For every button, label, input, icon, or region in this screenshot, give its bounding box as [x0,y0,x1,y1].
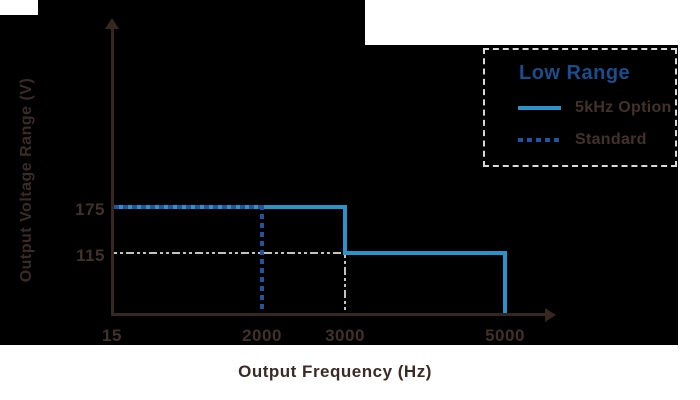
series-standard-segment-175v [114,205,262,209]
y-axis-title: Output Voltage Range (V) [18,77,35,283]
x-tick-label-3000: 3000 [325,326,365,345]
legend-swatch-dashed-icon [518,138,561,142]
guide-line-115v [114,252,343,254]
x-axis-arrow-icon [545,308,556,322]
x-axis-title: Output Frequency (Hz) [238,362,432,381]
x-tick-label-5000: 5000 [485,326,525,345]
y-axis-arrow-icon [105,18,119,29]
series-5khz-step-3000hz [343,205,347,255]
white-margin-top-right [365,0,678,45]
series-5khz-drop-5000hz [503,251,507,314]
legend-entry-standard-label: Standard [575,131,647,148]
legend-title: Low Range [519,62,631,84]
legend-swatch-solid-icon [518,106,561,110]
guide-line-3000hz [344,255,346,314]
white-margin-top-left [0,0,38,15]
x-tick-label-15: 15 [102,326,122,345]
legend-entry-5khz-label: 5kHz Option [575,99,672,116]
x-tick-label-2000: 2000 [242,326,282,345]
y-axis [111,28,114,316]
series-standard-drop-2000hz [260,205,264,314]
series-5khz-segment-115v [345,251,507,255]
y-tick-label-175: 175 [75,200,105,219]
legend-box: Low Range 5kHz Option Standard [483,48,677,167]
y-tick-label-115: 115 [76,246,105,265]
x-axis [111,313,545,316]
